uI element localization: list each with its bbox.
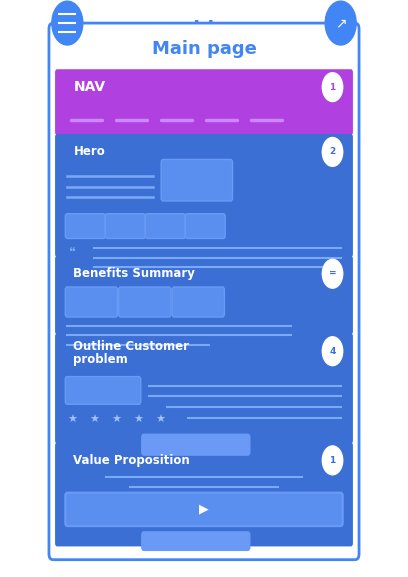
Text: 1: 1: [329, 456, 336, 465]
FancyBboxPatch shape: [55, 334, 353, 444]
Text: 4: 4: [329, 347, 336, 355]
Text: 2: 2: [329, 148, 336, 156]
Text: ★: ★: [155, 415, 166, 425]
Circle shape: [322, 446, 343, 475]
Text: =: =: [329, 269, 336, 278]
Circle shape: [322, 337, 343, 366]
FancyBboxPatch shape: [65, 377, 141, 404]
FancyBboxPatch shape: [142, 532, 250, 550]
FancyBboxPatch shape: [65, 287, 118, 317]
FancyBboxPatch shape: [172, 287, 224, 317]
Circle shape: [52, 1, 83, 45]
Text: problem: problem: [73, 353, 128, 366]
FancyBboxPatch shape: [142, 434, 250, 455]
FancyBboxPatch shape: [161, 159, 233, 201]
FancyBboxPatch shape: [185, 213, 225, 238]
Circle shape: [322, 73, 343, 102]
Text: Outline Customer: Outline Customer: [73, 340, 189, 353]
FancyBboxPatch shape: [55, 443, 353, 546]
Text: ★: ★: [111, 415, 122, 425]
Text: · ·: · ·: [193, 14, 215, 32]
Text: Hero: Hero: [73, 145, 105, 159]
FancyBboxPatch shape: [55, 134, 353, 257]
Text: Value Proposition: Value Proposition: [73, 454, 190, 467]
FancyBboxPatch shape: [145, 213, 185, 238]
Circle shape: [322, 259, 343, 288]
Text: ★: ★: [89, 415, 100, 425]
Text: ❝: ❝: [69, 246, 76, 260]
Text: NAV: NAV: [73, 80, 106, 94]
FancyBboxPatch shape: [119, 287, 171, 317]
Text: ▶: ▶: [199, 503, 209, 516]
Text: ↗: ↗: [335, 16, 346, 30]
Circle shape: [322, 137, 343, 166]
FancyBboxPatch shape: [65, 493, 343, 526]
Text: Main page: Main page: [151, 40, 257, 58]
Text: ★: ★: [133, 415, 144, 425]
FancyBboxPatch shape: [55, 256, 353, 335]
FancyBboxPatch shape: [55, 69, 353, 135]
FancyBboxPatch shape: [65, 213, 105, 238]
Text: 1: 1: [329, 83, 336, 92]
FancyBboxPatch shape: [49, 23, 359, 560]
Text: ★: ★: [67, 415, 78, 425]
FancyBboxPatch shape: [105, 213, 145, 238]
Text: Benefits Summary: Benefits Summary: [73, 267, 195, 280]
Circle shape: [325, 1, 356, 45]
